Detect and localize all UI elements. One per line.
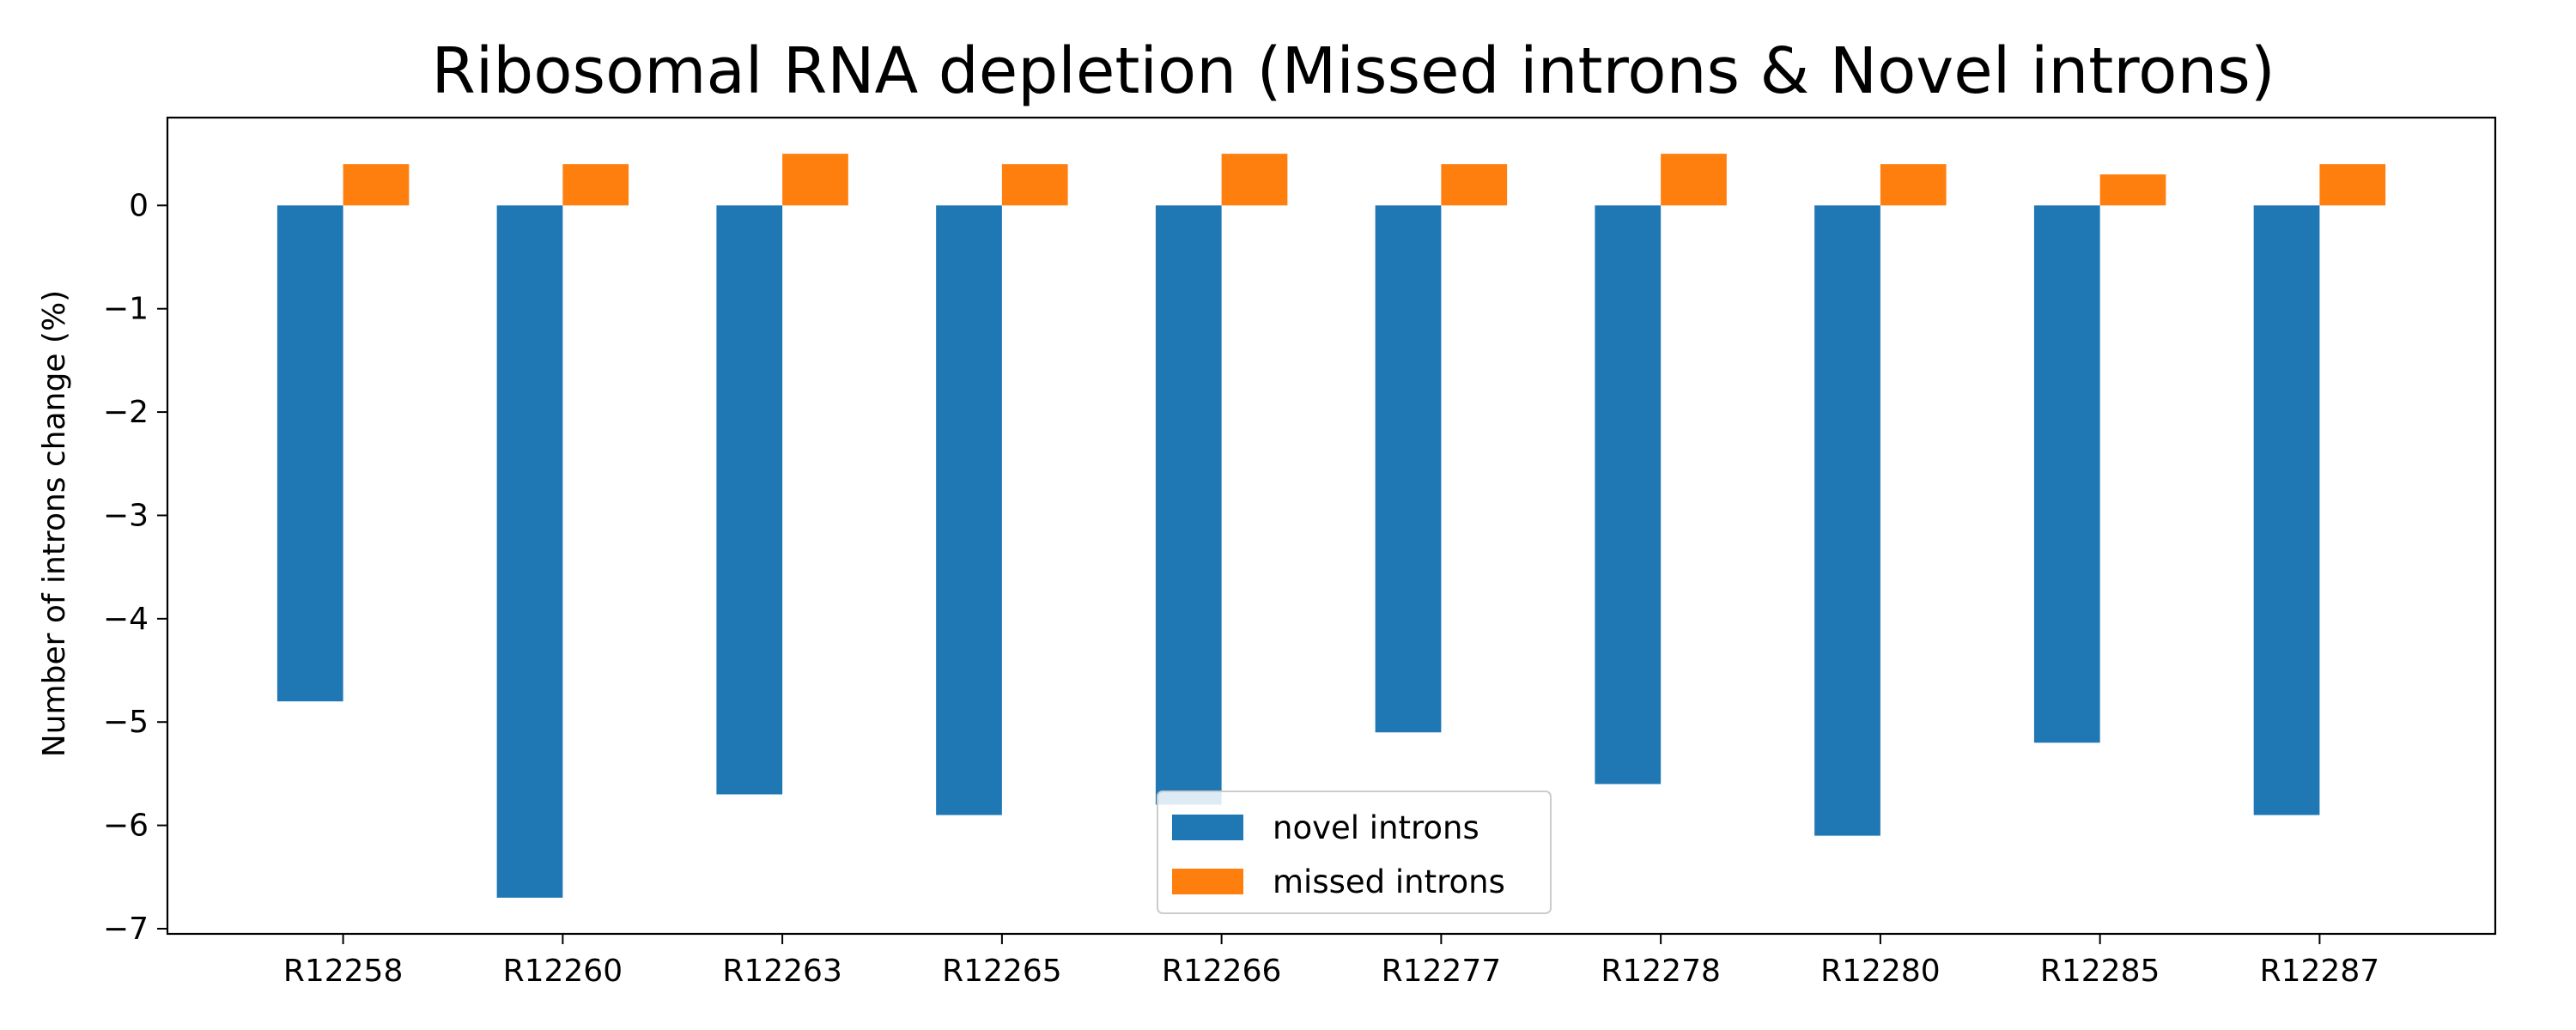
legend: novel introns missed introns — [1157, 791, 1552, 914]
y-axis-label: Number of introns change (%) — [37, 290, 72, 757]
y-tick-label: 0 — [129, 188, 149, 223]
x-tick-label: R12278 — [1601, 954, 1721, 989]
x-tick-label: R12265 — [942, 954, 1062, 989]
x-tick-label: R12277 — [1382, 954, 1502, 989]
bar-missed-introns-R12260 — [562, 164, 629, 206]
y-tick-label: −4 — [103, 602, 149, 637]
x-tick-label: R12266 — [1162, 954, 1282, 989]
bar-novel-introns-R12265 — [936, 205, 1002, 815]
bar-missed-introns-R12263 — [782, 154, 848, 206]
bar-novel-introns-R12263 — [716, 205, 783, 795]
bar-novel-introns-R12280 — [1814, 205, 1880, 836]
y-tick-label: −5 — [103, 705, 149, 740]
legend-box — [1157, 791, 1552, 914]
bar-novel-introns-R12277 — [1375, 205, 1442, 733]
legend-swatch — [1172, 815, 1243, 840]
bar-missed-introns-R12277 — [1441, 164, 1508, 206]
bar-missed-introns-R12258 — [343, 164, 410, 206]
y-tick-label: −7 — [103, 912, 149, 947]
bar-missed-introns-R12265 — [1001, 164, 1068, 206]
y-tick-label: −6 — [103, 809, 149, 844]
bars-layer — [276, 154, 2386, 898]
y-tick-label: −1 — [103, 292, 149, 327]
legend-swatch — [1172, 869, 1243, 894]
bar-missed-introns-R12287 — [2319, 164, 2386, 206]
legend-label: missed introns — [1273, 863, 1505, 900]
x-tick-label: R12280 — [1820, 954, 1941, 989]
bar-novel-introns-R12266 — [1155, 205, 1222, 805]
bar-missed-introns-R12266 — [1221, 154, 1288, 206]
bar-novel-introns-R12260 — [496, 205, 563, 898]
legend-label: novel introns — [1273, 809, 1479, 846]
bar-missed-introns-R12278 — [1661, 154, 1727, 206]
chart-title: Ribosomal RNA depletion (Missed introns … — [431, 34, 2275, 108]
x-tick-label: R12285 — [2040, 954, 2160, 989]
bar-novel-introns-R12285 — [2033, 205, 2100, 743]
y-tick-label: −3 — [103, 498, 149, 533]
plot-frame — [166, 116, 2497, 936]
x-tick-label: R12260 — [503, 954, 623, 989]
x-tick-label: R12263 — [722, 954, 842, 989]
bar-missed-introns-R12280 — [1880, 164, 1947, 206]
x-tick-label: R12258 — [283, 954, 404, 989]
bar-novel-introns-R12287 — [2253, 205, 2320, 815]
axes-layer: 0 −1 −2 −3 −4 −5 −6 −7 R12258 R12260 R12263 R12265 R… — [103, 116, 2497, 989]
bar-novel-introns-R12278 — [1595, 205, 1662, 785]
y-tick-label: −2 — [103, 395, 149, 430]
bar-novel-introns-R12258 — [276, 205, 343, 702]
x-tick-label: R12287 — [2260, 954, 2380, 989]
bar-missed-introns-R12285 — [2099, 174, 2166, 206]
